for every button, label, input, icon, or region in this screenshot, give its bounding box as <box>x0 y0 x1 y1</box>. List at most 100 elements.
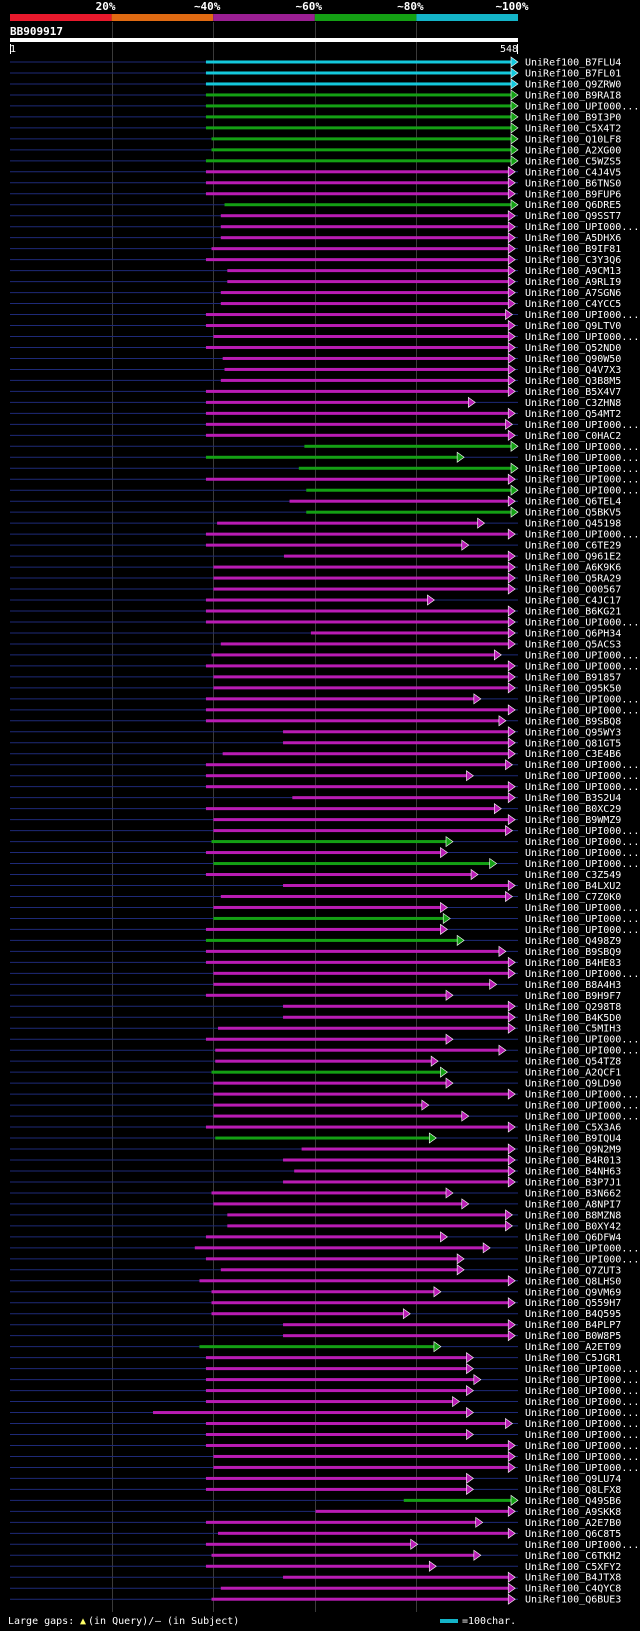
hit-row[interactable]: UniRef100_UPI000... <box>10 484 639 497</box>
hit-label[interactable]: UniRef100_Q52ND0 <box>525 343 621 354</box>
hit-label[interactable]: UniRef100_UPI000... <box>525 771 639 782</box>
hit-label[interactable]: UniRef100_B6TNS0 <box>525 178 621 189</box>
hit-row[interactable]: UniRef100_Q9SST7 <box>10 210 621 223</box>
hit-label[interactable]: UniRef100_B5X4V7 <box>525 387 621 398</box>
hit-label[interactable]: UniRef100_C5X3A6 <box>525 1123 621 1134</box>
hit-row[interactable]: UniRef100_B6KG21 <box>10 605 621 618</box>
hit-row[interactable]: UniRef100_Q5ACS3 <box>10 638 621 651</box>
hit-label[interactable]: UniRef100_C5WZS5 <box>525 156 621 167</box>
hit-row[interactable]: UniRef100_UPI000... <box>10 1417 639 1431</box>
hit-row[interactable]: UniRef100_A2XG00 <box>10 144 621 157</box>
hit-row[interactable]: UniRef100_UPI000... <box>10 1439 639 1452</box>
hit-row[interactable]: UniRef100_Q9VM69 <box>10 1286 621 1299</box>
hit-label[interactable]: UniRef100_Q9ZRW0 <box>525 79 621 90</box>
hit-label[interactable]: UniRef100_UPI000... <box>525 782 639 793</box>
hit-row[interactable]: UniRef100_Q8LHS0 <box>10 1275 621 1288</box>
hit-label[interactable]: UniRef100_C0HAC2 <box>525 431 621 442</box>
hit-row[interactable]: UniRef100_C5X3A6 <box>10 1121 621 1134</box>
hit-label[interactable]: UniRef100_C5XFY2 <box>525 1562 621 1573</box>
hit-row[interactable]: UniRef100_C3E4B6 <box>10 748 621 761</box>
hit-label[interactable]: UniRef100_UPI000... <box>525 1254 639 1265</box>
hit-row[interactable]: UniRef100_Q9N2M9 <box>10 1143 621 1156</box>
hit-row[interactable]: UniRef100_UPI000... <box>10 451 639 464</box>
hit-label[interactable]: UniRef100_Q961E2 <box>525 552 621 563</box>
hit-row[interactable]: UniRef100_UPI000... <box>10 1033 639 1046</box>
hit-row[interactable]: UniRef100_C5JGR1 <box>10 1352 621 1365</box>
hit-row[interactable]: UniRef100_A2E7B0 <box>10 1516 621 1529</box>
hit-row[interactable]: UniRef100_B3P7J1 <box>10 1176 621 1189</box>
hit-label[interactable]: UniRef100_C6TE29 <box>525 541 621 552</box>
hit-label[interactable]: UniRef100_B7FL01 <box>525 68 621 79</box>
hit-label[interactable]: UniRef100_UPI000... <box>525 650 639 661</box>
hit-label[interactable]: UniRef100_B9FUP6 <box>525 189 621 200</box>
hit-label[interactable]: UniRef100_C3ZHN8 <box>525 398 621 409</box>
hit-label[interactable]: UniRef100_Q9N2M9 <box>525 1145 621 1156</box>
hit-label[interactable]: UniRef100_Q6TEL4 <box>525 497 621 508</box>
hit-label[interactable]: UniRef100_UPI000... <box>525 1101 639 1112</box>
hit-label[interactable]: UniRef100_B6KG21 <box>525 607 621 618</box>
hit-row[interactable]: UniRef100_Q8LFX8 <box>10 1483 621 1496</box>
hit-label[interactable]: UniRef100_A9SKK8 <box>525 1507 621 1518</box>
hit-label[interactable]: UniRef100_UPI000... <box>525 914 639 925</box>
hit-row[interactable]: UniRef100_UPI000... <box>10 1538 639 1551</box>
hit-row[interactable]: UniRef100_B4NH63 <box>10 1165 621 1178</box>
hit-row[interactable]: UniRef100_Q5RA29 <box>10 572 621 585</box>
hit-label[interactable]: UniRef100_Q54TZ8 <box>525 1057 621 1068</box>
hit-row[interactable]: UniRef100_UPI000... <box>10 1374 639 1387</box>
hit-label[interactable]: UniRef100_B3S2U4 <box>525 793 621 804</box>
hit-row[interactable]: UniRef100_C3Y3Q6 <box>10 254 621 267</box>
hit-row[interactable]: UniRef100_B4R013 <box>10 1154 621 1167</box>
hit-row[interactable]: UniRef100_B4LXU2 <box>10 879 621 893</box>
hit-row[interactable]: UniRef100_Q95K50 <box>10 682 621 695</box>
hit-label[interactable]: UniRef100_Q49SB6 <box>525 1496 621 1507</box>
hit-row[interactable]: UniRef100_Q6BUE3 <box>10 1593 621 1606</box>
hit-label[interactable]: UniRef100_Q6PH34 <box>525 628 621 639</box>
hit-label[interactable]: UniRef100_Q90W50 <box>525 354 621 365</box>
hit-row[interactable]: UniRef100_B4PLP7 <box>10 1319 621 1332</box>
hit-row[interactable]: UniRef100_UPI000... <box>10 704 639 717</box>
hit-row[interactable]: UniRef100_UPI000... <box>10 1450 639 1463</box>
hit-row[interactable]: UniRef100_Q3B8M5 <box>10 374 621 387</box>
hit-row[interactable]: UniRef100_UPI000... <box>10 1242 639 1255</box>
hit-label[interactable]: UniRef100_UPI000... <box>525 464 639 475</box>
hit-row[interactable]: UniRef100_Q6PH34 <box>10 627 621 640</box>
hit-label[interactable]: UniRef100_B0XY42 <box>525 1221 621 1232</box>
hit-label[interactable]: UniRef100_UPI000... <box>525 661 639 672</box>
hit-label[interactable]: UniRef100_C4J4V5 <box>525 167 621 178</box>
hit-label[interactable]: UniRef100_UPI000... <box>525 1463 639 1474</box>
hit-label[interactable]: UniRef100_C4QYC8 <box>525 1584 621 1595</box>
hit-row[interactable]: UniRef100_A9RLI9 <box>10 276 621 289</box>
hit-label[interactable]: UniRef100_UPI000... <box>525 903 639 914</box>
hit-row[interactable]: UniRef100_UPI000... <box>10 440 639 453</box>
hit-row[interactable]: UniRef100_Q9ZRW0 <box>10 78 621 91</box>
hit-row[interactable]: UniRef100_C7Z0K0 <box>10 890 621 903</box>
hit-label[interactable]: UniRef100_Q45198 <box>525 519 621 530</box>
hit-row[interactable]: UniRef100_UPI000... <box>10 660 639 673</box>
hit-row[interactable]: UniRef100_UPI000... <box>10 1428 639 1442</box>
hit-label[interactable]: UniRef100_C5JGR1 <box>525 1353 621 1364</box>
hit-row[interactable]: UniRef100_B9IF81 <box>10 243 621 256</box>
hit-row[interactable]: UniRef100_UPI000... <box>10 308 639 322</box>
hit-row[interactable]: UniRef100_B7FL01 <box>10 67 621 80</box>
hit-row[interactable]: UniRef100_Q961E2 <box>10 550 621 563</box>
hit-label[interactable]: UniRef100_C5X4T2 <box>525 123 621 134</box>
hit-label[interactable]: UniRef100_UPI000... <box>525 837 639 848</box>
hit-label[interactable]: UniRef100_UPI000... <box>525 101 639 112</box>
hit-row[interactable]: UniRef100_B7FLU4 <box>10 56 621 69</box>
hit-label[interactable]: UniRef100_Q559H7 <box>525 1298 621 1309</box>
hit-row[interactable]: UniRef100_UPI000... <box>10 1099 639 1112</box>
hit-row[interactable]: UniRef100_C4QYC8 <box>10 1582 621 1595</box>
hit-row[interactable]: UniRef100_UPI000... <box>10 1253 639 1266</box>
hit-row[interactable]: UniRef100_Q9LTV0 <box>10 319 621 333</box>
hit-label[interactable]: UniRef100_B0W8P5 <box>525 1331 621 1342</box>
hit-row[interactable]: UniRef100_B8A4H3 <box>10 978 621 991</box>
hit-row[interactable]: UniRef100_B9SBQ9 <box>10 945 621 958</box>
hit-label[interactable]: UniRef100_UPI000... <box>525 705 639 716</box>
hit-label[interactable]: UniRef100_Q298T8 <box>525 1002 621 1013</box>
hit-label[interactable]: UniRef100_Q5BKV5 <box>525 508 621 519</box>
hit-label[interactable]: UniRef100_Q95K50 <box>525 683 621 694</box>
hit-row[interactable]: UniRef100_UPI000... <box>10 1384 639 1398</box>
hit-label[interactable]: UniRef100_UPI000... <box>525 760 639 771</box>
hit-label[interactable]: UniRef100_UPI000... <box>525 442 639 453</box>
hit-row[interactable]: UniRef100_O00567 <box>10 583 621 596</box>
